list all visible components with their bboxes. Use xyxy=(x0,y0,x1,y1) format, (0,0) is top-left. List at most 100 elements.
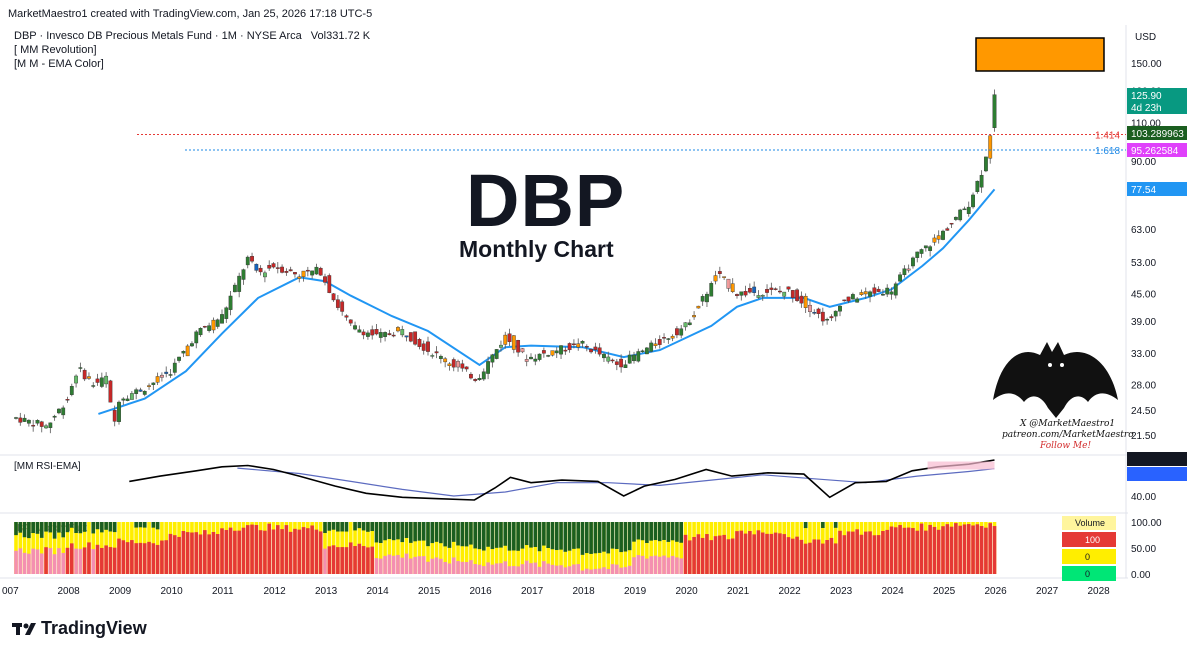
mfi-bar-red xyxy=(808,542,812,574)
candle xyxy=(859,289,864,296)
mfi-bar-green xyxy=(48,522,53,533)
price-tick-label: 150.00 xyxy=(1131,59,1162,70)
mfi-bar xyxy=(61,522,66,574)
mfi-bar-green xyxy=(31,522,35,534)
mfi-bar xyxy=(31,522,35,574)
mfi-bar xyxy=(391,522,396,574)
indicator-ema-color[interactable]: [M M - EMA Color] xyxy=(14,58,104,70)
mfi-bar-red xyxy=(52,554,57,574)
mfi-bar xyxy=(366,522,370,574)
mfi-bar-red xyxy=(327,546,332,574)
mfi-bar-yellow xyxy=(426,522,430,574)
candle xyxy=(941,229,945,241)
mfi-bar-red xyxy=(580,570,585,574)
candle-body xyxy=(666,338,671,340)
mfi-bar-red xyxy=(69,543,74,574)
candle xyxy=(906,264,911,273)
mfi-bar xyxy=(520,522,525,574)
mfi-bar xyxy=(194,522,199,574)
mfi-bar xyxy=(589,522,593,574)
mfi-bar xyxy=(610,522,615,574)
mfi-bar-red xyxy=(318,531,323,574)
candle xyxy=(915,251,920,263)
mfi-bar-green xyxy=(550,522,555,550)
candle-body xyxy=(202,326,207,328)
mfi-bar xyxy=(821,522,825,574)
candle xyxy=(589,348,593,354)
candle xyxy=(280,264,284,274)
year-tick-label: 2009 xyxy=(109,586,132,597)
mfi-bar xyxy=(790,522,795,574)
mfi-bar-green xyxy=(597,522,602,553)
mfi-bar xyxy=(348,522,353,574)
volume-legend-value: 0 xyxy=(1085,569,1090,579)
candle xyxy=(829,314,834,322)
candle-body xyxy=(580,340,585,344)
mfi-bar-green xyxy=(610,522,615,549)
mfi-bar-red xyxy=(696,534,701,574)
mfi-bar-red xyxy=(284,525,289,574)
mfi-bar xyxy=(258,522,263,574)
mfi-bar-yellow xyxy=(383,522,387,574)
candle xyxy=(245,255,250,269)
mfi-bar-red xyxy=(258,530,263,574)
candle-body xyxy=(675,328,679,336)
candle-body xyxy=(104,375,109,385)
mfi-bar-red xyxy=(941,526,945,574)
candle xyxy=(194,330,199,349)
mfi-bar-red xyxy=(752,534,756,574)
mfi-bar xyxy=(803,522,808,574)
mfi-bar-red xyxy=(464,561,469,574)
mfi-bar-yellow xyxy=(679,522,684,574)
candle-body xyxy=(494,349,499,359)
candle-body xyxy=(108,380,113,403)
mfi-bar-green xyxy=(507,522,512,551)
candle xyxy=(44,423,48,429)
tradingview-logo[interactable]: TradingView xyxy=(12,618,147,639)
mfi-bar-red xyxy=(207,534,211,574)
mfi-bar-red xyxy=(786,537,791,574)
candle-body xyxy=(606,356,611,362)
mfi-bar xyxy=(48,522,53,574)
candle-body xyxy=(945,228,950,231)
candle xyxy=(91,382,96,389)
level-2-tag: 95.262584 xyxy=(1127,143,1187,157)
mfi-bar-green xyxy=(559,522,563,550)
mfi-bar-red xyxy=(709,540,714,574)
candle-body xyxy=(31,424,36,427)
candle-body xyxy=(752,286,757,293)
candle xyxy=(348,319,353,327)
mfi-bar xyxy=(632,522,636,574)
candle-body xyxy=(898,274,902,282)
candle-body xyxy=(14,417,18,419)
candle-body xyxy=(799,295,804,304)
candle xyxy=(953,216,958,222)
year-tick-label: 2026 xyxy=(985,586,1008,597)
mfi-bar-green xyxy=(833,522,838,528)
indicator-revolution[interactable]: [ MM Revolution] xyxy=(14,44,97,56)
candle xyxy=(220,309,224,324)
candle-body xyxy=(962,208,967,211)
year-tick-label: 2010 xyxy=(161,586,184,597)
candle-body xyxy=(520,348,525,353)
mfi-bar-red xyxy=(14,550,18,574)
candle xyxy=(108,379,113,403)
candle xyxy=(305,266,310,277)
candle-body xyxy=(22,417,27,422)
mfi-bar xyxy=(906,522,911,574)
candle xyxy=(885,284,890,298)
mfi-bar xyxy=(743,522,748,574)
mfi-bar-red xyxy=(138,542,143,574)
mfi-bar xyxy=(868,522,872,574)
candle-body xyxy=(237,275,242,292)
mfi-bar xyxy=(271,522,276,574)
mfi-bar xyxy=(795,522,799,574)
mfi-bar-yellow xyxy=(413,522,417,574)
mfi-bar-red xyxy=(559,565,563,574)
candle xyxy=(134,387,139,400)
mfi-bar xyxy=(881,522,885,574)
mfi-bar-yellow xyxy=(657,522,662,574)
candle-body xyxy=(331,293,336,301)
mfi-bar-green xyxy=(361,522,366,531)
